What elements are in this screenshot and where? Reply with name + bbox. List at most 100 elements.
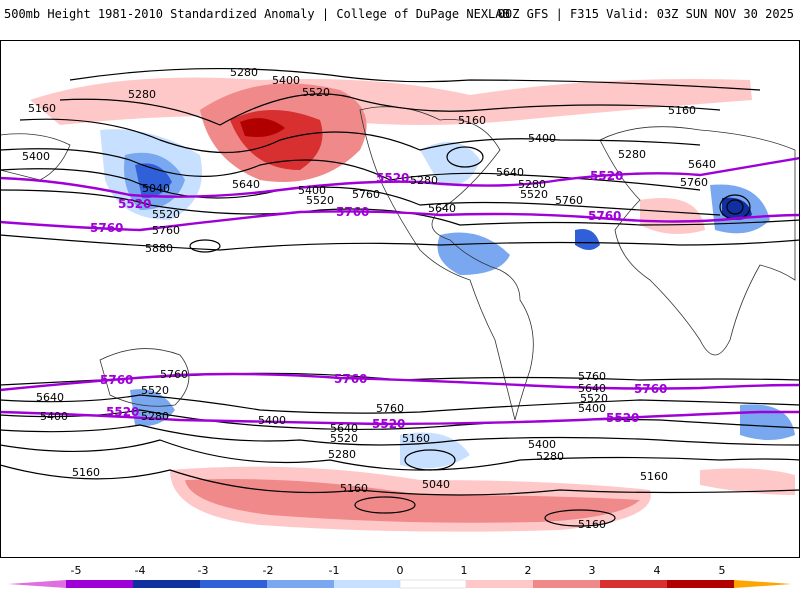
contour-ring [189,239,221,253]
contour-line [0,439,800,471]
contour-label: 5280 [536,450,564,463]
contour-label: 5640 [496,166,524,179]
contour-label: 5280 [230,66,258,79]
contour-label: 5640 [688,158,716,171]
contour-label: 5640 [36,391,64,404]
asia-west-outline [0,133,71,181]
colorbar-tick: 4 [654,564,661,577]
anomaly-pos-antarctic-strong [185,479,640,523]
contour-labels-north: 5280 5400 5520 5160 5280 5160 5400 5640 … [22,66,716,255]
contour-label: 5760 [680,176,708,189]
contour-ring [446,146,484,168]
colorbar: -5 -4 -3 -2 -1 0 1 2 3 4 5 [0,562,800,600]
contour-label: 5760 [160,368,188,381]
contour-label: 5640 [232,178,260,191]
anomaly-neg-core [135,163,172,199]
contour-label: 5160 [578,518,606,531]
contour-label: 5520 [330,432,358,445]
highlight-contour-5760-north [0,210,800,232]
highlight-label: 5520 [118,197,151,211]
contour-label: 5040 [142,182,170,195]
contour-label: 5400 [528,132,556,145]
contour-label: 5280 [518,178,546,191]
contour-label: 5400 [272,74,300,87]
colorbar-swatch [533,580,600,588]
colorbar-arrow-right [734,580,792,588]
colorbar-arrow-left [8,580,66,588]
colorbar-swatch [667,580,734,588]
contour-label: 5160 [640,470,668,483]
contour-label: 5640 [578,382,606,395]
contour-label: 5280 [128,88,156,101]
highlight-label: 5520 [606,411,639,425]
contour-line [0,424,800,446]
colorbar-tick: -2 [263,564,274,577]
anomaly-neg-atlantic [575,229,600,250]
contour-label: 5280 [328,448,356,461]
contour-line [69,67,761,91]
colorbar-tick: -3 [198,564,209,577]
highlight-label: 5520 [372,417,405,431]
colorbar-swatch [133,580,200,588]
highlight-label: 5520 [376,171,409,185]
contour-ring [544,509,616,527]
anomaly-pos-south-east [700,468,795,495]
highlight-label: 5520 [106,405,139,419]
colorbar-swatch [267,580,334,588]
contour-line [19,118,701,154]
contour-label: 5760 [152,224,180,237]
map-title: 500mb Height 1981-2010 Standardized Anom… [4,7,510,21]
highlight-labels: 5520 5520 5760 5760 5520 5760 5760 5760 … [90,169,667,431]
contour-line [0,394,800,414]
colorbar-svg: -5 -4 -3 -2 -1 0 1 2 3 4 5 [8,564,792,589]
contour-label: 5520 [520,188,548,201]
contour-line [0,234,800,251]
contour-label: 5400 [298,184,326,197]
colorbar-tick: 5 [719,564,726,577]
contour-line [0,148,701,191]
colorbar-swatch [334,580,400,588]
colorbar-tick: 3 [589,564,596,577]
colorbar-swatch [66,580,133,588]
contour-label: 5400 [22,150,50,163]
contour-label: 5280 [618,148,646,161]
highlight-label: 5760 [588,209,621,223]
contour-label: 5400 [40,410,68,423]
contour-label: 5400 [578,402,606,415]
contour-label: 5520 [306,194,334,207]
model-run-info: 00Z GFS | F315 Valid: 03Z SUN NOV 30 202… [497,7,794,21]
highlight-label: 5760 [90,221,123,235]
contour-label: 5160 [402,432,430,445]
contour-label: 5160 [668,104,696,117]
colorbar-swatch [399,579,467,589]
contour-label: 5280 [141,410,169,423]
contour-label: 5280 [410,174,438,187]
contour-label: 5520 [152,208,180,221]
anomaly-pos-core [240,118,285,137]
contour-label: 5400 [258,414,286,427]
highlight-contours [0,156,800,426]
contour-label: 5160 [72,466,100,479]
colorbar-tick: 2 [525,564,532,577]
highlight-label: 5760 [334,372,367,386]
contour-ring [354,496,416,514]
contour-label: 5160 [458,114,486,127]
anomaly-map: 5280 5400 5520 5160 5280 5160 5400 5640 … [0,40,800,558]
contour-ring [726,199,744,215]
contour-label: 5400 [528,438,556,451]
colorbar-tick: -1 [329,564,340,577]
contour-label: 5160 [28,102,56,115]
contour-label: 5520 [302,86,330,99]
highlight-label: 5520 [590,169,623,183]
contour-label: 5520 [580,392,608,405]
contour-line [0,409,800,431]
contour-labels-south: 5760 5640 5520 5400 5280 5400 5760 5640 … [36,368,668,531]
contour-label: 5160 [340,482,368,495]
colorbar-tick: 1 [461,564,468,577]
coastlines [0,106,796,421]
highlight-contour-5760-south [0,372,800,392]
contour-ring [404,449,456,471]
highlight-label: 5760 [634,382,667,396]
contour-label: 5640 [428,202,456,215]
contour-label: 5760 [555,194,583,207]
